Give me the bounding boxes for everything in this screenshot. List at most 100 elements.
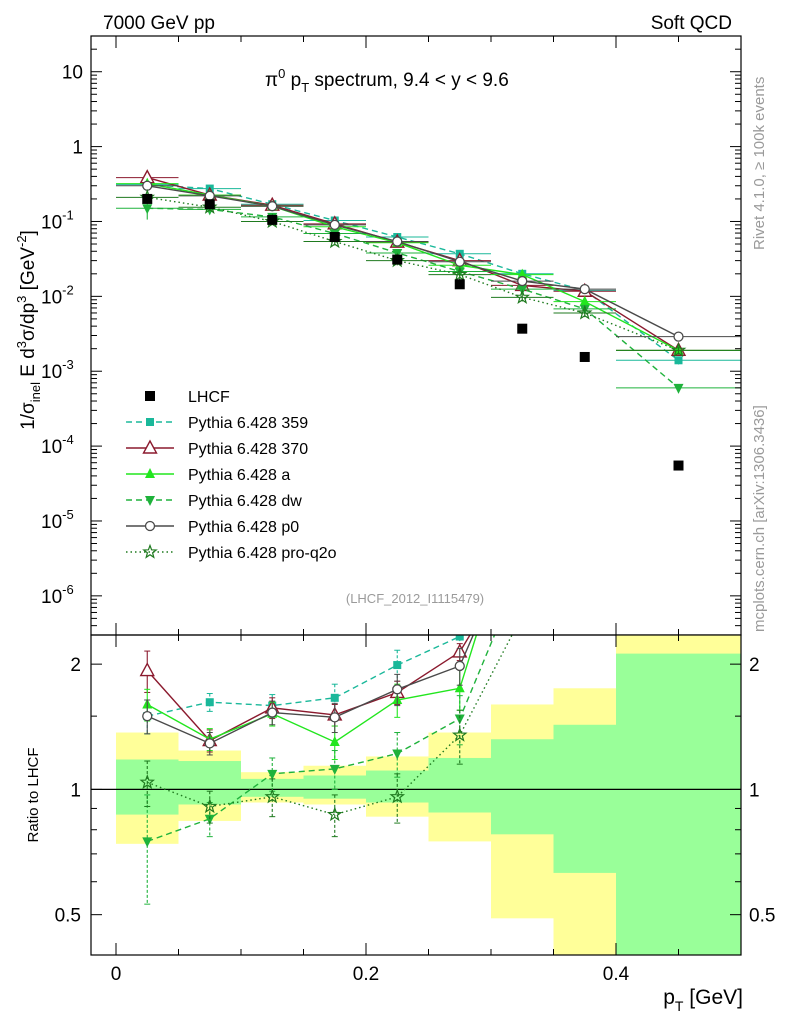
y-tick-label: 10-3 bbox=[41, 357, 74, 383]
stat-uncertainty-band bbox=[616, 653, 741, 955]
marker-star-open bbox=[451, 726, 468, 742]
legend-label: Pythia 6.428 370 bbox=[188, 441, 308, 458]
legend-label: Pythia 6.428 p0 bbox=[188, 519, 299, 536]
marker-circle-open bbox=[674, 71, 683, 80]
y-axis-label: 1/σinel E d3σ/dp3 [GeV-2] bbox=[14, 230, 43, 430]
legend-label: Pythia 6.428 359 bbox=[188, 415, 308, 432]
ratio-line-pythia-6-428-359 bbox=[147, 635, 462, 717]
analysis-id-label: (LHCF_2012_I1115479) bbox=[346, 591, 484, 606]
data-point-marker bbox=[579, 351, 590, 362]
marker-triangle bbox=[329, 735, 340, 746]
legend: LHCF Pythia 6.428 359 Pythia 6.428 370 Pyth… bbox=[126, 389, 337, 562]
data-point-marker bbox=[204, 199, 215, 210]
legend-label: Pythia 6.428 a bbox=[188, 467, 290, 484]
ratio-y-tick-label-left: 1 bbox=[70, 780, 81, 801]
ratio-y-tick-label-right: 0.5 bbox=[749, 906, 775, 927]
stat-uncertainty-band bbox=[241, 778, 304, 797]
marker-triangle-open bbox=[516, 541, 529, 553]
marker-triangle-down bbox=[145, 496, 155, 506]
ratio-y-axis-label: Ratio to LHCF bbox=[25, 747, 42, 842]
marker-star-open bbox=[514, 288, 531, 305]
marker-circle-open bbox=[267, 201, 278, 212]
series-line-pythia-6-428-pro-q2o bbox=[147, 196, 679, 352]
ratio-plot-frame bbox=[90, 634, 742, 956]
x-axis-label: pT [GeV] bbox=[663, 986, 743, 1014]
marker-square bbox=[146, 418, 154, 426]
marker-circle-open bbox=[673, 331, 684, 342]
marker-square bbox=[674, 356, 683, 365]
data-point-marker bbox=[142, 193, 153, 204]
marker-triangle-down bbox=[673, 383, 684, 394]
marker-triangle-down bbox=[267, 769, 278, 780]
marker-square bbox=[518, 554, 526, 562]
marker-star-open bbox=[264, 788, 281, 804]
marker-square bbox=[581, 487, 589, 495]
ratio-y-tick-label-right: 1 bbox=[749, 780, 760, 801]
ratio-line-pythia-6-428-p0 bbox=[147, 635, 474, 745]
marker-triangle-down bbox=[142, 837, 153, 848]
marker-triangle-down bbox=[580, 518, 590, 528]
marker-triangle bbox=[579, 295, 590, 306]
marker-star-open bbox=[670, 342, 687, 357]
legend-label: LHCF bbox=[188, 389, 230, 406]
data-point-marker bbox=[517, 323, 528, 334]
x-tick-label: 0.4 bbox=[603, 964, 630, 985]
marker-square bbox=[330, 693, 339, 702]
marker-star-open bbox=[579, 538, 591, 550]
ratio-uncertainty-bands bbox=[116, 635, 741, 955]
marker-triangle bbox=[145, 468, 155, 478]
marker-star-open bbox=[672, 146, 684, 158]
series-line-pythia-6-428-dw bbox=[147, 207, 679, 389]
marker-star-open bbox=[389, 788, 406, 804]
y-tick-label: 1 bbox=[72, 138, 83, 159]
marker-circle-open bbox=[518, 517, 527, 526]
ratio-y-tick-label-left: 2 bbox=[70, 655, 81, 676]
marker-triangle-down bbox=[392, 749, 403, 760]
marker-triangle bbox=[580, 475, 590, 485]
data-point-marker bbox=[673, 460, 684, 471]
marker-circle-open bbox=[142, 180, 153, 191]
series-line-pythia-6-428-p0 bbox=[147, 185, 679, 338]
ratio-plot-panel: 0 0.2 0.4 2 2 1 1 0.5 0.5 bbox=[55, 71, 775, 985]
marker-triangle-open bbox=[672, 140, 685, 152]
series-line-pythia-6-428-359 bbox=[147, 184, 679, 361]
header-right-label: Soft QCD bbox=[651, 13, 732, 34]
marker-triangle-down bbox=[454, 714, 465, 725]
main-series-group bbox=[116, 169, 741, 471]
marker-square bbox=[205, 698, 214, 707]
marker-star-open bbox=[201, 798, 218, 814]
data-point-marker bbox=[267, 214, 278, 225]
y-tick-label: 10-6 bbox=[41, 582, 74, 608]
data-point-marker bbox=[329, 232, 340, 243]
marker-triangle-open bbox=[139, 662, 155, 677]
marker-circle-open bbox=[392, 236, 403, 247]
marker-circle-open bbox=[142, 710, 153, 722]
x-tick-label: 0 bbox=[111, 964, 122, 985]
marker-star-open bbox=[142, 543, 158, 559]
data-point-marker bbox=[145, 391, 155, 401]
data-point-marker bbox=[392, 254, 403, 265]
marker-triangle-down bbox=[204, 814, 215, 825]
marker-circle-open bbox=[517, 275, 528, 287]
main-plot-panel: 10 1 10-1 10-2 10-3 10-4 10-5 10-6 bbox=[41, 35, 742, 636]
rivet-version-note: Rivet 4.1.0, ≥ 100k events bbox=[751, 77, 768, 250]
marker-circle-open bbox=[579, 283, 590, 295]
marker-circle-open bbox=[454, 660, 465, 672]
stat-uncertainty-band bbox=[491, 739, 554, 835]
marker-square bbox=[393, 661, 402, 670]
marker-triangle bbox=[454, 682, 465, 693]
header-left-label: 7000 GeV pp bbox=[103, 13, 215, 34]
y-tick-label: 10-1 bbox=[41, 207, 74, 233]
marker-star-open bbox=[326, 806, 343, 822]
marker-circle-open bbox=[144, 520, 156, 532]
marker-circle-open bbox=[204, 738, 215, 749]
legend-label: Pythia 6.428 pro-q2o bbox=[188, 545, 337, 562]
marker-circle-open bbox=[580, 407, 589, 416]
series-line-pythia-6-428-370 bbox=[147, 176, 679, 351]
marker-circle-open bbox=[392, 684, 403, 695]
marker-circle-open bbox=[267, 707, 278, 718]
y-tick-label: 10-4 bbox=[41, 432, 74, 458]
stat-uncertainty-band bbox=[428, 757, 491, 813]
stat-uncertainty-band bbox=[553, 724, 616, 873]
